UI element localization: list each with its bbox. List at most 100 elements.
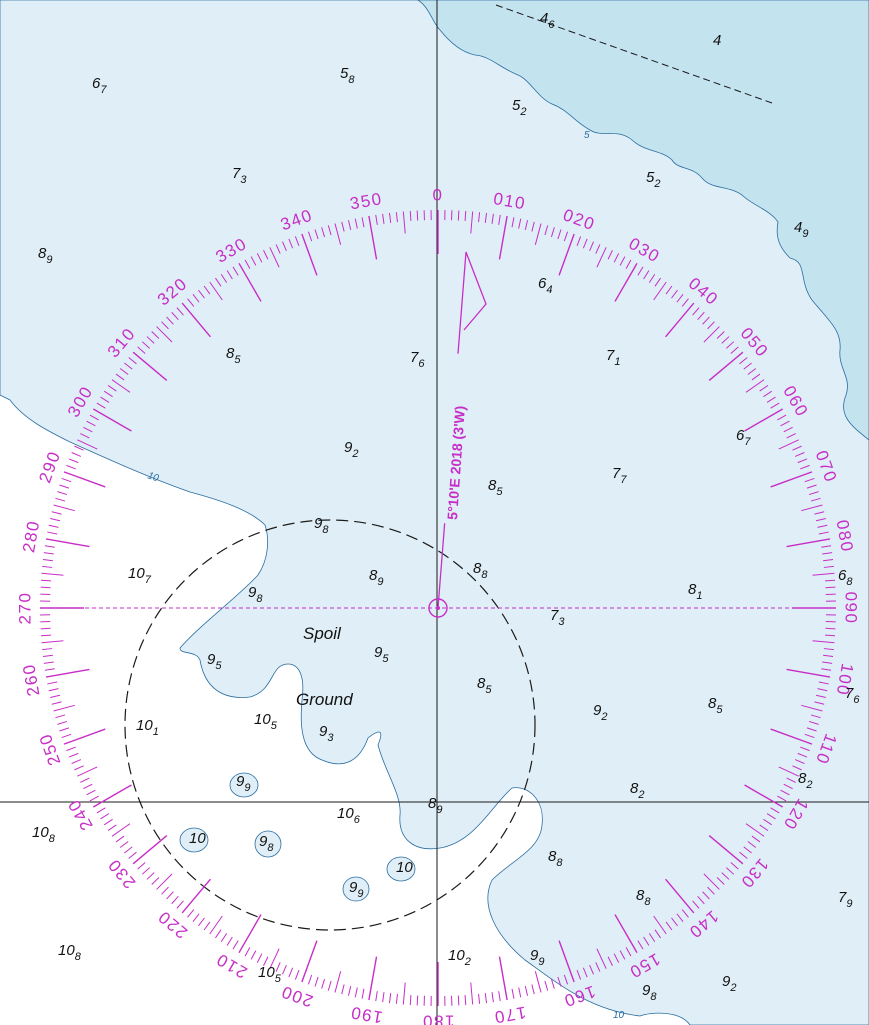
compass-tick <box>215 277 222 287</box>
compass-tick <box>814 701 825 705</box>
compass-tick <box>100 396 110 403</box>
compass-tick <box>744 408 784 432</box>
compass-tick <box>89 795 99 802</box>
compass-tick <box>730 862 739 870</box>
compass-tick <box>703 326 720 343</box>
compass-tick <box>531 221 535 232</box>
depth-sounding: 93 <box>319 723 334 744</box>
compass-tick <box>192 294 200 303</box>
compass-tick <box>478 993 481 1004</box>
compass-tick <box>334 223 342 245</box>
compass-tick <box>368 215 378 260</box>
compass-tick <box>198 289 205 299</box>
compass-tick <box>151 331 160 339</box>
compass-tick <box>47 531 58 535</box>
compass-tick <box>327 980 332 991</box>
bearing-label-090: 090 <box>842 592 861 625</box>
compass-tick <box>86 789 96 796</box>
compass-tick <box>625 259 632 269</box>
depth-sounding: 85 <box>477 675 492 696</box>
compass-tick <box>416 210 419 221</box>
compass-tick <box>822 661 833 664</box>
compass-tick <box>783 783 793 790</box>
depth-sounding: 99 <box>236 773 250 794</box>
compass-tick <box>107 824 117 831</box>
contour-label: 5 <box>584 130 590 141</box>
compass-tick <box>226 270 233 280</box>
compass-tick <box>702 891 710 900</box>
compass-tick <box>124 362 133 370</box>
compass-tick <box>53 504 75 512</box>
compass-tick <box>759 824 769 831</box>
depth-soundings: 67 58 46 4 52 73 52 89 49 64 85 76 71 67 92 77 85 98 107 89… <box>32 10 860 1003</box>
compass-tick <box>815 517 826 522</box>
deep-spot <box>179 827 209 853</box>
compass-tick <box>822 552 833 555</box>
depth-sounding: 68 <box>838 567 853 588</box>
compass-tick <box>777 414 787 421</box>
depth-sounding: 79 <box>838 889 852 910</box>
compass-tick <box>825 586 836 589</box>
compass-tick <box>57 720 68 725</box>
compass-tick <box>294 236 300 246</box>
compass-tick <box>250 256 257 266</box>
compass-tick <box>146 336 155 344</box>
compass-tick <box>181 878 211 914</box>
compass-tick <box>161 886 169 895</box>
compass-tick <box>654 929 661 939</box>
depth-sounding: 4 <box>713 32 721 49</box>
compass-tick <box>814 511 825 515</box>
compass-tick <box>518 987 522 998</box>
compass-tick <box>619 950 626 960</box>
compass-tick <box>288 967 294 978</box>
compass-tick <box>282 241 287 252</box>
compass-tick <box>823 648 834 651</box>
depth-sounding: 10 <box>189 830 206 847</box>
compass-tick <box>100 813 110 820</box>
compass-tick <box>665 302 695 338</box>
depth-sounding: 52 <box>646 169 660 190</box>
compass-tick <box>794 452 805 457</box>
compass-tick <box>806 484 817 489</box>
compass-tick <box>66 746 76 752</box>
depth-sounding: 71 <box>606 347 620 368</box>
compass-tick <box>614 262 638 302</box>
compass-tick <box>209 281 223 301</box>
depth-sounding: 95 <box>207 651 222 672</box>
compass-tick <box>745 823 765 837</box>
compass-tick <box>314 229 319 240</box>
compass-tick <box>334 971 342 993</box>
compass-tick <box>395 993 398 1004</box>
compass-tick <box>804 733 815 739</box>
compass-tick <box>354 987 358 998</box>
depth-sounding: 76 <box>845 685 860 706</box>
depth-sounding: 101 <box>136 717 159 738</box>
compass-tick <box>726 867 735 875</box>
compass-tick <box>812 640 835 644</box>
compass-tick <box>786 777 796 783</box>
compass-tick <box>770 728 813 745</box>
compass-tick <box>263 956 269 966</box>
compass-tick <box>74 445 84 451</box>
compass-tick <box>89 414 99 421</box>
compass-tick <box>395 212 398 223</box>
compass-tick <box>457 995 460 1006</box>
depth-sounding: 88 <box>548 848 563 869</box>
compass-tick <box>721 872 730 880</box>
compass-tick <box>808 491 819 496</box>
compass-tick <box>275 244 281 254</box>
compass-tick <box>115 835 125 843</box>
bearing-label-0: 0 <box>433 185 444 204</box>
depth-sounding: 105 <box>254 711 278 732</box>
depth-sounding: 102 <box>448 947 471 968</box>
compass-tick <box>80 777 90 783</box>
compass-tick <box>347 985 352 996</box>
compass-tick <box>780 789 790 796</box>
compass-tick <box>96 402 106 409</box>
compass-tick <box>810 714 821 719</box>
compass-tick <box>747 841 757 848</box>
compass-tick <box>48 688 59 692</box>
compass-tick <box>582 967 588 978</box>
compass-tick <box>103 818 113 826</box>
compass-tick <box>40 627 51 630</box>
